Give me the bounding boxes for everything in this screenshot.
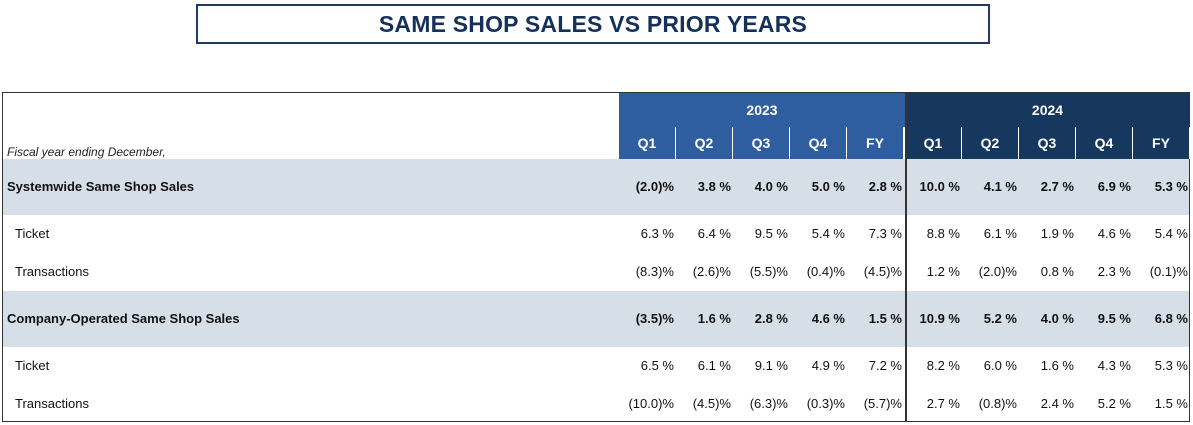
year-header-2023: 2023 [619,93,905,127]
table-cell: (10.0)% [628,395,674,411]
table-cell: 5.3 % [1154,179,1188,194]
table-cell: 7.2 % [868,358,902,373]
table-cell: 10.0 % [919,179,960,194]
table-cell: (2.6)% [692,264,731,279]
table-cell: (0.4)% [806,264,845,279]
quarter-header-2024-2: Q3 [1019,127,1076,159]
table-cell: 4.6 % [1097,226,1131,241]
quarter-header-2024-0: Q1 [905,127,962,159]
table-cell: 1.5 % [868,311,902,326]
quarter-header-2023-0: Q1 [619,127,676,159]
page-title: SAME SHOP SALES VS PRIOR YEARS [378,10,808,37]
table-row: Ticket 6.3 % 6.4 % 9.5 % 5.4 % 7.3 % 8.8 % 6.1 … [3,215,1189,253]
table-cell: 6.3 % [640,226,674,241]
year-divider [905,93,907,422]
quarter-header-2024-3: Q4 [1076,127,1133,159]
same-shop-sales-table: 2023 2024 Q1 Q2 Q3 Q4 FY Q1 Q2 Q3 Q4 FY Fiscal ye… [2,92,1190,422]
quarter-header-2024-1: Q2 [962,127,1019,159]
row-label: Company-Operated Same Shop Sales [7,311,240,326]
page-title-box: SAME SHOP SALES VS PRIOR YEARS [196,4,990,44]
table-row: Company-Operated Same Shop Sales (3.5)% 1.… [3,291,1189,347]
table-cell: 6.1 % [697,358,731,373]
fiscal-year-label: Fiscal year ending December, [7,145,166,159]
table-cell: 6.5 % [640,358,674,373]
table-cell: 2.3 % [1097,264,1131,279]
table-cell: 1.6 % [1040,358,1074,373]
table-cell: 6.0 % [983,358,1017,373]
table-cell: 4.6 % [811,311,845,326]
table-cell: 9.5 % [754,226,788,241]
table-cell: (0.8)% [978,395,1017,411]
table-cell: 4.0 % [1040,311,1074,326]
table-cell: 6.8 % [1154,311,1188,326]
quarter-header-2024-4: FY [1133,127,1190,159]
quarter-header-2023-4: FY [847,127,904,159]
table-row: Transactions (8.3)% (2.6)% (5.5)% (0.4)% (4.5… [3,253,1189,291]
table-cell: (6.3)% [749,395,788,411]
table-cell: 1.9 % [1040,226,1074,241]
table-cell: 0.8 % [1040,264,1074,279]
table-cell: (5.7)% [863,395,902,411]
table-cell: 4.0 % [754,179,788,194]
table-cell: 8.2 % [926,358,960,373]
row-label: Ticket [15,226,50,241]
table-cell: (8.3)% [635,264,674,279]
row-label: Transactions [15,395,89,411]
table-cell: 5.2 % [983,311,1017,326]
table-cell: 10.9 % [919,311,960,326]
table-cell: 1.5 % [1154,395,1188,411]
table-cell: (5.5)% [749,264,788,279]
table-cell: 2.8 % [868,179,902,194]
year-header-2024: 2024 [905,93,1190,127]
table-cell: 4.1 % [983,179,1017,194]
table-cell: 5.2 % [1097,395,1131,411]
table-cell: 3.8 % [697,179,731,194]
table-row: Transactions (10.0)% (4.5)% (6.3)% (0.3)% (5.… [3,385,1189,422]
table-cell: 5.3 % [1154,358,1188,373]
table-cell: 6.4 % [697,226,731,241]
table-cell: (0.3)% [806,395,845,411]
table-cell: 9.5 % [1097,311,1131,326]
table-cell: (2.0)% [978,264,1017,279]
table-cell: 1.6 % [697,311,731,326]
table-cell: (4.5)% [692,395,731,411]
table-cell: 5.0 % [811,179,845,194]
table-cell: (2.0)% [635,179,674,194]
table-cell: (3.5)% [635,311,674,326]
table-cell: 2.4 % [1040,395,1074,411]
table-cell: 7.3 % [868,226,902,241]
quarter-header-2023-2: Q3 [733,127,790,159]
table-cell: (4.5)% [863,264,902,279]
table-cell: 1.2 % [926,264,960,279]
table-cell: 9.1 % [754,358,788,373]
table-cell: 6.9 % [1097,179,1131,194]
table-row: Ticket 6.5 % 6.1 % 9.1 % 4.9 % 7.2 % 8.2 % 6.0 … [3,347,1189,385]
table-cell: 8.8 % [926,226,960,241]
table-cell: 4.9 % [811,358,845,373]
table-cell: 6.1 % [983,226,1017,241]
quarter-header-2023-3: Q4 [790,127,847,159]
table-cell: 4.3 % [1097,358,1131,373]
table-cell: 2.7 % [1040,179,1074,194]
table-cell: 2.7 % [926,395,960,411]
table-row: Systemwide Same Shop Sales (2.0)% 3.8 % 4.0… [3,159,1189,215]
row-label: Systemwide Same Shop Sales [7,179,195,194]
row-label: Transactions [15,264,89,279]
table-cell: (0.1)% [1149,264,1188,279]
row-label: Ticket [15,358,50,373]
table-cell: 5.4 % [811,226,845,241]
quarter-header-2023-1: Q2 [676,127,733,159]
table-cell: 5.4 % [1154,226,1188,241]
table-cell: 2.8 % [754,311,788,326]
